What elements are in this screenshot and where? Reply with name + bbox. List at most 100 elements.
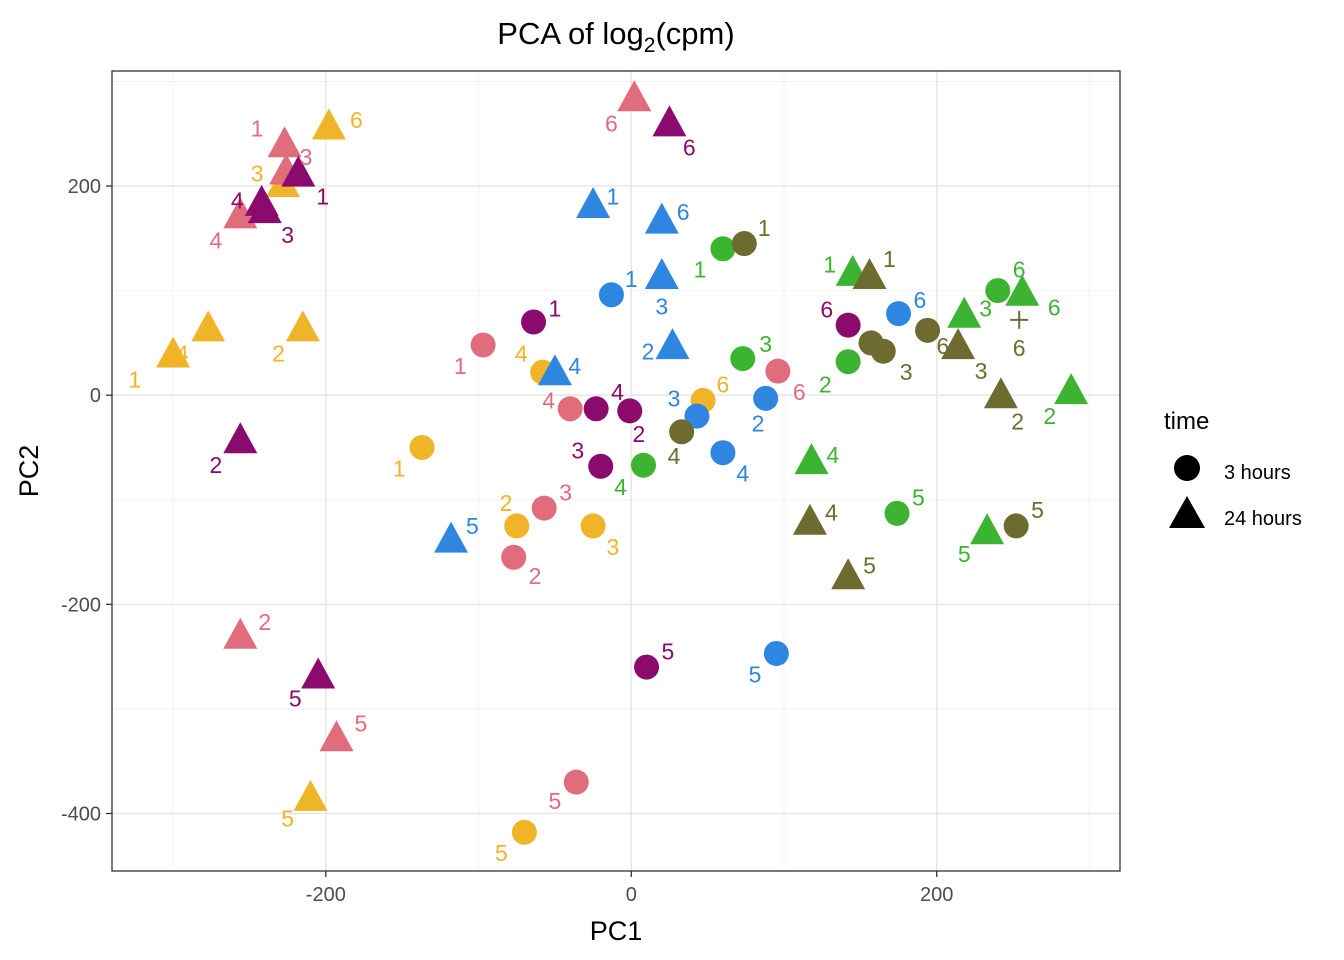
point-circle (470, 332, 496, 358)
point-label: 5 (355, 711, 368, 737)
point-label: 1 (883, 246, 896, 272)
point-label: 2 (209, 452, 222, 478)
point-triangle (537, 354, 572, 386)
y-tick-label: -400 (61, 803, 101, 825)
point-circle (617, 398, 643, 424)
point-circle (583, 396, 609, 422)
point-label: 6 (914, 287, 927, 313)
point-label: 5 (912, 485, 925, 511)
y-axis-title: PC2 (14, 445, 44, 498)
point-label: 1 (251, 116, 264, 142)
point-circle (588, 453, 614, 479)
point-label: 3 (251, 160, 264, 186)
point-label: 2 (819, 372, 832, 398)
point-label: 1 (549, 295, 562, 321)
point-triangle (831, 558, 866, 590)
legend-label-3-hours: 3 hours (1224, 462, 1291, 484)
point-label: 4 (515, 340, 528, 366)
point-label: 4 (614, 474, 627, 500)
point-label: 6 (1048, 294, 1061, 320)
point-circle (753, 385, 779, 411)
point-label: 6 (605, 110, 618, 136)
point-label: 1 (316, 183, 329, 209)
point-label: 1 (625, 266, 638, 292)
point-triangle (247, 192, 282, 224)
point-triangle (293, 779, 328, 811)
chart-title-subscript: 2 (644, 34, 656, 57)
x-tick-label: 0 (626, 884, 637, 906)
point-circle (630, 452, 656, 478)
point-label: 3 (668, 385, 681, 411)
point-label: 4 (176, 340, 189, 366)
point-label: 4 (826, 442, 839, 468)
point-triangle (434, 521, 469, 553)
point-label: 1 (454, 353, 467, 379)
point-label: 3 (759, 331, 772, 357)
point-label: 5 (466, 513, 479, 539)
legend-key-circle (1174, 455, 1200, 481)
point-circle (669, 419, 695, 445)
y-tick-label: 0 (90, 385, 101, 407)
point-triangle (1005, 274, 1040, 306)
point-circle (915, 317, 941, 343)
point-label: 4 (231, 188, 244, 214)
point-label: 1 (694, 257, 707, 283)
point-label: 3 (979, 295, 992, 321)
point-label: 3 (559, 479, 572, 505)
point-circle (634, 654, 660, 680)
point-labels: 14 26315523461342561432561432561423561632… (129, 107, 1061, 866)
point-label: 5 (662, 638, 675, 664)
point-triangle (970, 513, 1005, 545)
point-circle (731, 231, 757, 257)
point-label: 5 (749, 661, 762, 687)
legend-title: time (1164, 408, 1209, 435)
point-label: 6 (936, 333, 949, 359)
point-label: 2 (1043, 403, 1056, 429)
x-axis-title: PC1 (590, 916, 643, 946)
chart-title-suffix: (cpm) (655, 16, 734, 51)
point-triangle (319, 720, 354, 752)
point-label: 4 (736, 461, 749, 487)
chart-title: PCA of log2(cpm) (497, 16, 734, 57)
point-cross (1010, 310, 1029, 329)
point-triangle (617, 80, 652, 112)
point-label: 5 (289, 685, 302, 711)
point-label: 2 (633, 421, 646, 447)
point-circle (985, 278, 1011, 304)
point-circle (870, 338, 896, 364)
point-label: 2 (642, 338, 655, 364)
point-label: 6 (793, 379, 806, 405)
plot-border (111, 70, 1121, 872)
point-circle (710, 236, 736, 262)
point-label: 2 (529, 563, 542, 589)
grid-minor (112, 71, 1120, 871)
point-triangle (281, 155, 316, 187)
point-label: 6 (717, 372, 730, 398)
point-label: 1 (129, 366, 142, 392)
point-triangle (311, 108, 346, 140)
point-label: 5 (281, 806, 294, 832)
point-label: 1 (823, 251, 836, 277)
point-circle (684, 403, 710, 429)
point-label: 3 (281, 222, 294, 248)
point-circle (563, 769, 589, 795)
point-label: 2 (752, 410, 765, 436)
point-label: 5 (863, 553, 876, 579)
plot-panel (112, 71, 1120, 871)
point-label: 2 (258, 609, 271, 635)
point-label: 4 (209, 227, 222, 253)
point-circle (1003, 513, 1029, 539)
point-circle (835, 312, 861, 338)
point-triangle (1054, 373, 1089, 405)
axis-ticks: -200 0 200 -400 -200 0 200 (61, 176, 953, 906)
point-label: 4 (611, 379, 624, 405)
point-label: 2 (500, 490, 513, 516)
point-circle (835, 349, 861, 375)
point-label: 6 (820, 296, 833, 322)
x-tick-label: -200 (306, 884, 346, 906)
point-circle (409, 434, 435, 460)
point-label: 6 (683, 134, 696, 160)
point-circle (501, 544, 527, 570)
point-triangle (852, 258, 887, 290)
point-circle (598, 282, 624, 308)
